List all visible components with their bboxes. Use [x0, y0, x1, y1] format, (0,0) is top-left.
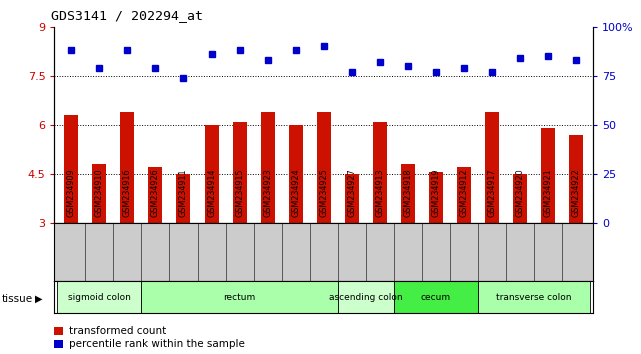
Bar — [569, 135, 583, 223]
Bar — [457, 167, 471, 223]
Bar — [261, 112, 274, 223]
Text: percentile rank within the sample: percentile rank within the sample — [69, 339, 245, 349]
Bar — [64, 115, 78, 223]
Bar — [478, 281, 590, 313]
Text: tissue: tissue — [1, 294, 33, 304]
Bar — [345, 174, 359, 223]
Bar — [541, 128, 555, 223]
Text: transformed count: transformed count — [69, 326, 167, 336]
Bar — [176, 174, 190, 223]
Bar — [485, 112, 499, 223]
Text: sigmoid colon: sigmoid colon — [68, 293, 131, 302]
Bar — [394, 281, 478, 313]
Bar — [513, 174, 527, 223]
Bar — [288, 125, 303, 223]
Text: GDS3141 / 202294_at: GDS3141 / 202294_at — [51, 9, 203, 22]
Bar — [233, 121, 247, 223]
Text: rectum: rectum — [224, 293, 256, 302]
Bar — [429, 172, 443, 223]
Bar — [401, 164, 415, 223]
Bar — [142, 281, 338, 313]
Text: transverse colon: transverse colon — [496, 293, 572, 302]
Bar — [149, 167, 162, 223]
Text: ascending colon: ascending colon — [329, 293, 403, 302]
Text: cecum: cecum — [421, 293, 451, 302]
Bar — [317, 112, 331, 223]
Bar — [57, 281, 142, 313]
Bar — [121, 112, 135, 223]
Bar — [338, 281, 394, 313]
Bar — [373, 121, 387, 223]
Bar — [204, 125, 219, 223]
Bar — [92, 164, 106, 223]
Text: ▶: ▶ — [35, 294, 43, 304]
